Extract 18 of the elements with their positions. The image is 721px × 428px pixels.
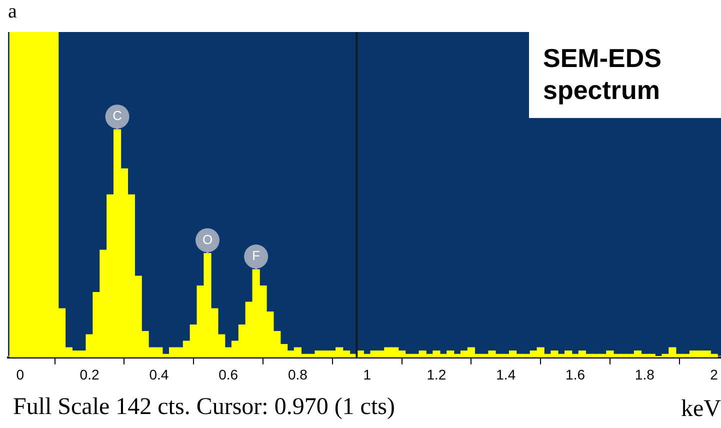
x-tick-label: 0.4 xyxy=(149,366,169,383)
x-tick-label: 0.8 xyxy=(288,366,308,383)
x-tick-label: 1.8 xyxy=(634,366,655,383)
x-tick-label: 1.4 xyxy=(496,366,516,383)
x-tick-label: 0 xyxy=(16,366,24,383)
annotation: SEM-EDS spectrum xyxy=(529,32,721,118)
x-tick-label: 0.2 xyxy=(80,366,100,383)
x-tick-label: 1.2 xyxy=(426,366,446,383)
annotation: C xyxy=(112,108,122,124)
x-axis-title: keV xyxy=(681,396,721,422)
x-tick-label: 2 xyxy=(710,366,718,383)
x-tick-label: 1.6 xyxy=(566,366,586,383)
chart-title: a xyxy=(8,0,17,22)
annotation: O xyxy=(202,232,213,247)
annotation: F xyxy=(252,248,260,264)
x-tick-label: 1 xyxy=(363,366,372,383)
text: Full Scale 142 cts. Cursor: 0.970 (1 cts) xyxy=(13,394,395,420)
x-tick-label: 0.6 xyxy=(218,366,238,383)
